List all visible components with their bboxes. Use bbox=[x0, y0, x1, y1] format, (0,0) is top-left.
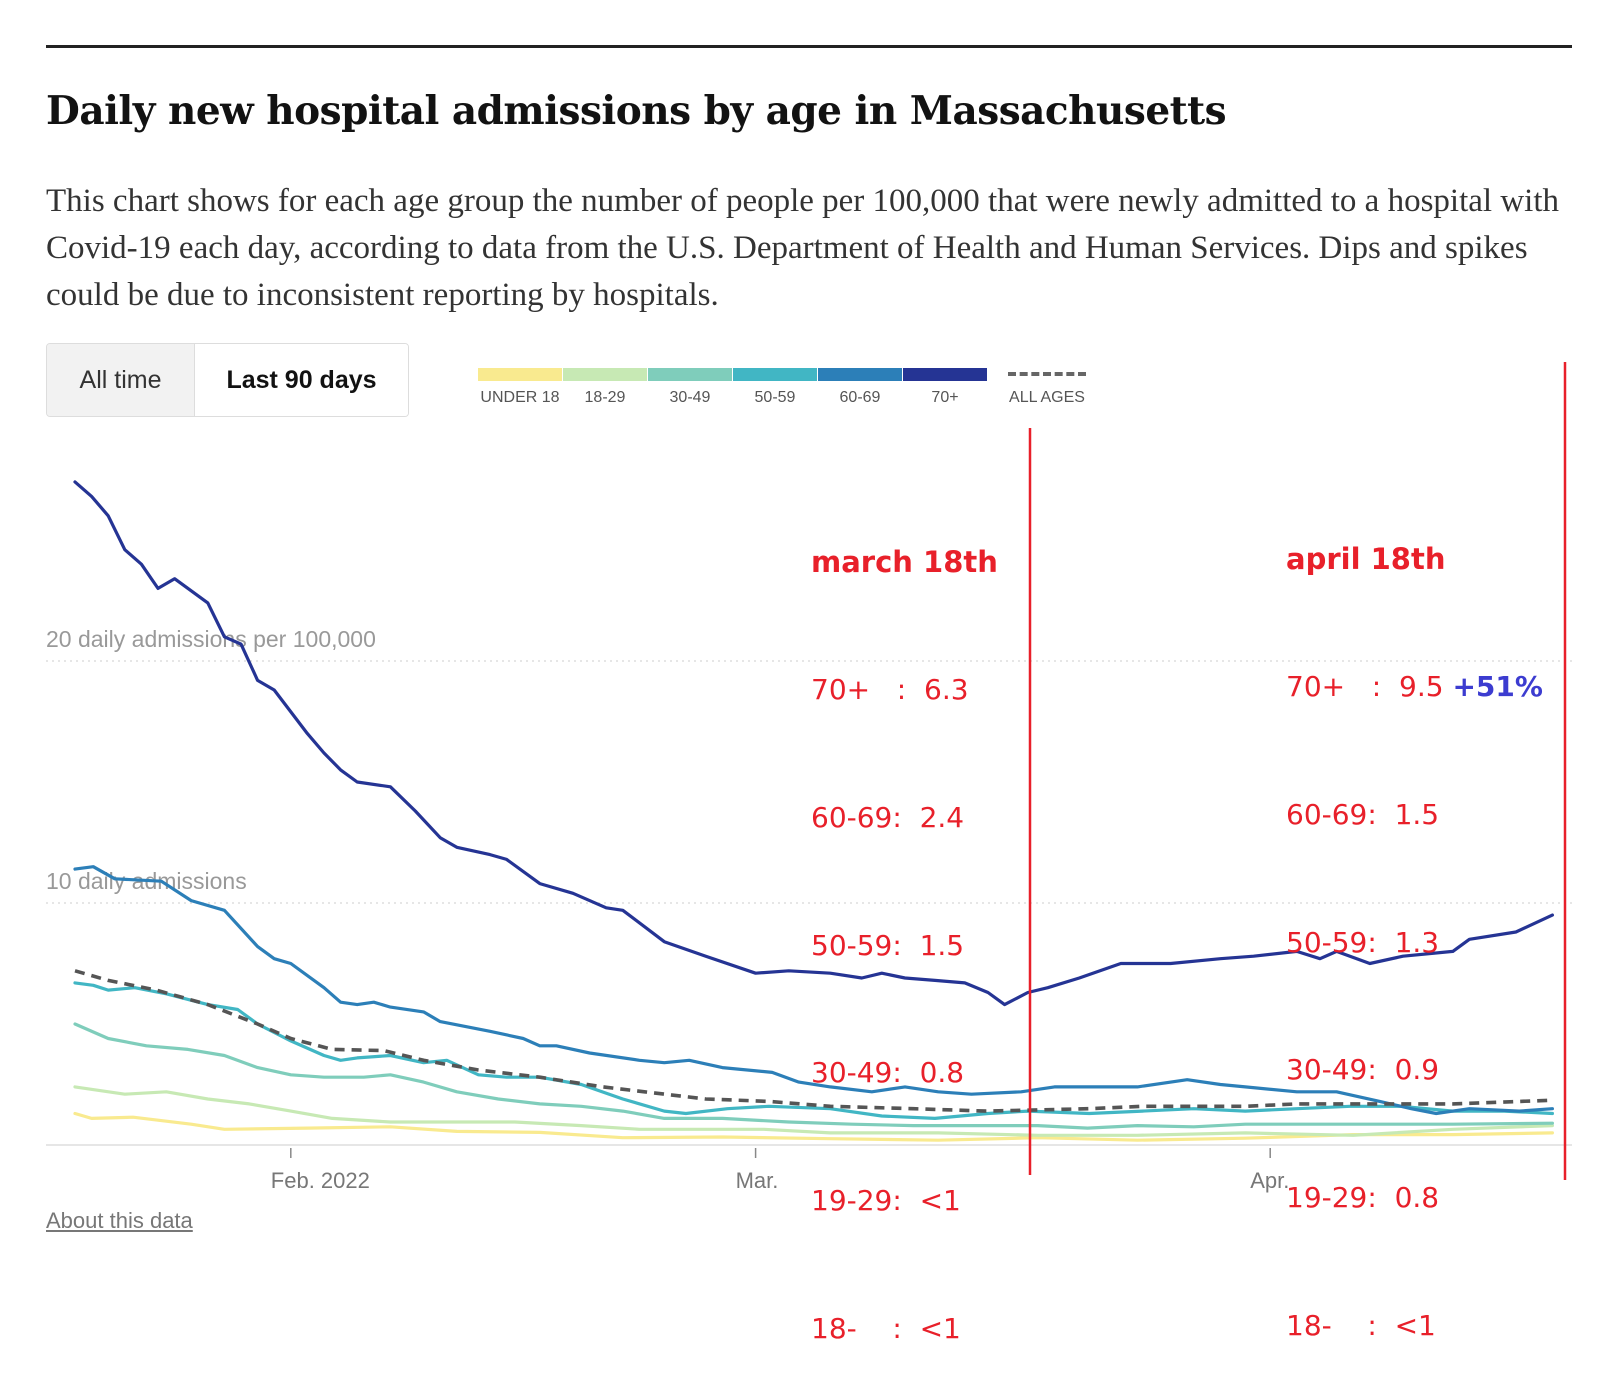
series-line-70- bbox=[73, 480, 1554, 1007]
annotation-line: 60-69: 1.5 bbox=[1286, 797, 1440, 831]
legend-swatch bbox=[648, 368, 732, 381]
legend-item-30-49: 30-49 bbox=[648, 368, 732, 407]
annotation-line: 50-59: 1.3 bbox=[1286, 925, 1440, 959]
about-this-data-link[interactable]: About this data bbox=[46, 1208, 193, 1233]
annotation-april-18: april 18th 70+ : 9.5 +51% 60-69: 1.5 50-… bbox=[1286, 453, 1543, 1390]
annotation-line: 60-69: 2.4 bbox=[811, 800, 965, 834]
legend-swatch bbox=[1008, 372, 1086, 376]
time-range-toggle: All time Last 90 days bbox=[46, 343, 409, 417]
legend-item-50-59: 50-59 bbox=[733, 368, 817, 407]
legend-swatch bbox=[733, 368, 817, 381]
series-line-60-69 bbox=[73, 865, 1554, 1116]
series-line-under-18 bbox=[73, 1111, 1554, 1142]
series-line-30-49 bbox=[73, 1022, 1554, 1130]
annotation-line: 19-29: 0.8 bbox=[1286, 1181, 1440, 1215]
annotation-march-18: march 18th 70+ : 6.3 60-69: 2.4 50-59: 1… bbox=[811, 456, 998, 1393]
legend-swatch bbox=[818, 368, 902, 381]
page-title: Daily new hospital admissions by age in … bbox=[46, 88, 1227, 134]
series-line-all-ages bbox=[74, 969, 1553, 1113]
legend-item-18-29: 18-29 bbox=[563, 368, 647, 407]
percent-change-label: +51% bbox=[1452, 669, 1543, 703]
annotation-heading: march 18th bbox=[811, 545, 998, 580]
annotation-line-text: 70+ : 9.5 bbox=[1286, 669, 1444, 703]
legend-swatch bbox=[903, 368, 987, 381]
chart-legend: UNDER 18 18-29 30-49 50-59 60-69 70+ ALL… bbox=[478, 368, 1087, 407]
gridline-label: 20 daily admissions per 100,000 bbox=[46, 626, 376, 652]
legend-label: 18-29 bbox=[584, 389, 626, 406]
annotation-heading: april 18th bbox=[1286, 542, 1446, 577]
x-tick-label: Apr. bbox=[1250, 1168, 1289, 1193]
tab-all-time[interactable]: All time bbox=[47, 344, 195, 416]
legend-label: UNDER 18 bbox=[480, 389, 560, 406]
annotation-line: 70+ : 9.5 +51% bbox=[1286, 666, 1543, 709]
legend-item-60-69: 60-69 bbox=[818, 368, 902, 407]
annotation-line: 19-29: <1 bbox=[811, 1184, 961, 1218]
series-line-18-29 bbox=[73, 1085, 1554, 1137]
x-tick-label: Feb. 2022 bbox=[271, 1168, 370, 1193]
annotation-line: 30-49: 0.9 bbox=[1286, 1053, 1440, 1087]
x-tick-label: Mar. bbox=[736, 1168, 779, 1193]
legend-label: 70+ bbox=[931, 389, 959, 406]
annotation-line: 50-59: 1.5 bbox=[811, 928, 965, 962]
legend-item-70-plus: 70+ bbox=[903, 368, 987, 407]
top-rule bbox=[46, 45, 1572, 48]
tab-last-90-days[interactable]: Last 90 days bbox=[195, 344, 408, 416]
annotation-line: 18- : <1 bbox=[811, 1311, 961, 1345]
series-line-50-59 bbox=[73, 981, 1554, 1120]
legend-item-all-ages: ALL AGES bbox=[1008, 368, 1086, 407]
legend-label: ALL AGES bbox=[1009, 389, 1085, 406]
legend-label: 30-49 bbox=[669, 389, 711, 406]
chart-description: This chart shows for each age group the … bbox=[46, 183, 1559, 313]
legend-swatch bbox=[478, 368, 562, 381]
legend-item-under-18: UNDER 18 bbox=[478, 368, 562, 407]
annotation-line: 30-49: 0.8 bbox=[811, 1056, 965, 1090]
legend-swatch bbox=[563, 368, 647, 381]
annotation-line: 18- : <1 bbox=[1286, 1308, 1436, 1342]
legend-label: 50-59 bbox=[754, 389, 796, 406]
legend-label: 60-69 bbox=[839, 389, 881, 406]
annotation-line: 70+ : 6.3 bbox=[811, 672, 969, 706]
